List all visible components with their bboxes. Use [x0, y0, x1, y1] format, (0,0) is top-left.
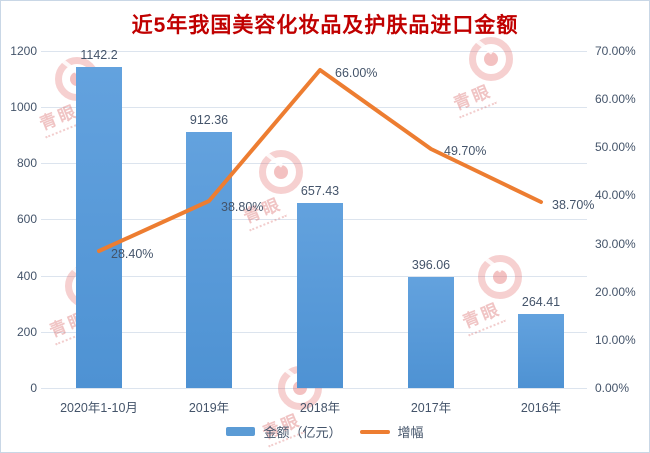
y-axis-right-tick: 20.00%	[595, 285, 636, 299]
watermark-slash-icon	[260, 148, 284, 168]
bar-2017	[408, 277, 454, 388]
y-axis-right-tick: 40.00%	[595, 188, 636, 202]
legend: 金额（亿元） 增幅	[1, 422, 649, 441]
y-axis-right-tick: 10.00%	[595, 333, 636, 347]
x-axis-label: 2020年1-10月	[60, 401, 138, 415]
y-axis-right-tick: 0.00%	[595, 381, 630, 395]
watermark-eye-icon	[478, 255, 522, 299]
gridline	[41, 388, 587, 389]
watermark-eye-dot-icon	[274, 165, 288, 179]
legend-growth-swatch-icon	[359, 429, 390, 434]
y-axis-left-tick: 400	[16, 269, 37, 283]
watermark-slash-icon	[479, 253, 503, 273]
y-axis-left-tick: 1000	[10, 100, 37, 114]
bar-value-label: 657.43	[300, 184, 340, 198]
x-axis-label: 2018年	[299, 401, 341, 415]
growth-point-label: 38.70%	[552, 198, 595, 212]
legend-growth-label: 增幅	[397, 425, 424, 440]
watermark-eye-icon	[469, 37, 513, 81]
bar-2018	[297, 203, 343, 388]
growth-point-label: 28.40%	[111, 247, 154, 261]
watermark-eye-dot-icon	[484, 52, 498, 66]
y-axis-left-tick: 200	[16, 325, 37, 339]
y-axis-right-tick: 70.00%	[595, 44, 636, 58]
y-axis-right-tick: 60.00%	[595, 92, 636, 106]
growth-point-label: 38.80%	[221, 200, 264, 214]
legend-amount-swatch-icon	[226, 427, 256, 436]
y-axis-right-tick: 30.00%	[595, 237, 636, 251]
bar-2016	[518, 314, 564, 388]
y-axis-left-tick: 1200	[10, 44, 37, 58]
bar-2020	[76, 67, 122, 388]
x-axis-label: 2017年	[410, 401, 452, 415]
bar-value-label: 1142.2	[80, 48, 118, 62]
watermark-text: 青眼	[458, 294, 506, 337]
gridline	[41, 163, 587, 164]
y-axis-left-tick: 0	[30, 381, 37, 395]
y-axis-right-tick: 50.00%	[595, 140, 636, 154]
chart-title: 近5年我国美容化妆品及护肤品进口金额	[131, 14, 519, 37]
bar-value-label: 264.41	[521, 295, 561, 309]
bar-value-label: 396.06	[411, 258, 451, 272]
legend-amount-label: 金额（亿元）	[263, 425, 342, 440]
x-axis-label: 2016年	[520, 401, 562, 415]
x-axis-label: 2019年	[188, 401, 230, 415]
bar-value-label: 912.36	[189, 113, 229, 127]
y-axis-left-tick: 600	[16, 212, 37, 226]
gridline	[41, 51, 587, 52]
watermark-text: 青眼	[449, 76, 497, 119]
y-axis-left-tick: 800	[16, 156, 37, 170]
watermark-eye-dot-icon	[493, 270, 507, 284]
bar-2019	[186, 132, 232, 388]
growth-point-label: 49.70%	[444, 144, 487, 158]
gridline	[41, 107, 587, 108]
growth-point-label: 66.00%	[335, 66, 378, 80]
